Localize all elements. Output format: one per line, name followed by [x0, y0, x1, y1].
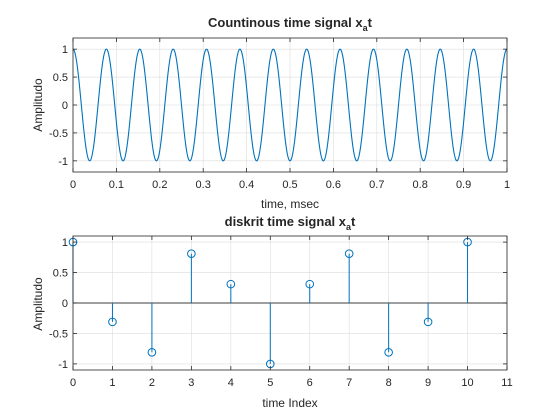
- continuous-xtick-label: 0.8: [413, 179, 428, 191]
- continuous-ytick-label: 1: [62, 44, 68, 56]
- discrete-plot-xlabel: time Index: [262, 396, 317, 410]
- discrete-plot-title-suffix: t: [351, 214, 356, 229]
- continuous-xtick-label: 0.3: [196, 179, 211, 191]
- discrete-plot-title: diskrit time signal xat: [225, 214, 356, 232]
- discrete-signal-plot: diskrit time signal xat time Index Ampli…: [31, 214, 513, 410]
- stem-marker: [344, 249, 354, 258]
- stem-marker: [187, 249, 196, 258]
- stem-marker: [423, 317, 433, 327]
- discrete-xtick-label: 9: [425, 377, 431, 389]
- discrete-xtick-label: 2: [149, 377, 155, 389]
- discrete-xtick-label: 11: [501, 377, 512, 389]
- discrete-xtick-label: 1: [109, 377, 115, 389]
- continuous-signal-plot: Countinous time signal xat time, msec Am…: [31, 15, 510, 211]
- continuous-xtick-label: 0.4: [239, 179, 254, 191]
- continuous-plot-ylabel: Amplitudo: [31, 78, 45, 132]
- discrete-xtick-label: 0: [70, 377, 76, 389]
- stem-marker: [226, 279, 236, 289]
- discrete-ytick-label: 1: [62, 237, 68, 249]
- continuous-xtick-label: 0.5: [282, 179, 297, 191]
- discrete-xtick-label: 6: [307, 377, 313, 389]
- stem-marker: [108, 317, 117, 327]
- discrete-xtick-label: 3: [188, 377, 194, 389]
- discrete-xtick-label: 4: [228, 377, 234, 389]
- continuous-xtick-label: 0.9: [456, 179, 471, 191]
- continuous-xtick-label: 0: [70, 179, 76, 191]
- continuous-ytick-label: 0: [62, 100, 68, 112]
- continuous-plot-xlabel: time, msec: [261, 197, 319, 211]
- discrete-ytick-label: 0.5: [53, 268, 68, 280]
- discrete-ytick-label: -0.5: [49, 328, 68, 340]
- continuous-ytick-label: 0.5: [53, 72, 68, 84]
- discrete-xtick-label: 8: [386, 377, 392, 389]
- continuous-xtick-label: 0.6: [326, 179, 341, 191]
- continuous-plot-title-subscript: a: [363, 23, 369, 33]
- continuous-plot-title-suffix: t: [368, 15, 373, 30]
- continuous-ytick-label: -0.5: [49, 128, 68, 140]
- discrete-ytick-label: 0: [62, 298, 68, 310]
- discrete-xtick-label: 10: [461, 377, 473, 389]
- stem-marker: [384, 348, 393, 357]
- continuous-xtick-label: 0.7: [369, 179, 384, 191]
- stem-marker: [305, 279, 315, 289]
- continuous-plot-title: Countinous time signal xat: [208, 15, 373, 33]
- discrete-plot-title-subscript: a: [346, 222, 352, 232]
- signal-line: [72, 48, 508, 162]
- discrete-plot-ylabel: Amplitudo: [31, 277, 45, 331]
- discrete-xtick-label: 5: [267, 377, 273, 389]
- continuous-ytick-label: -1: [58, 156, 68, 168]
- stem-marker: [147, 348, 157, 357]
- continuous-xtick-label: 0.2: [152, 179, 167, 191]
- discrete-ytick-label: -1: [58, 359, 68, 371]
- discrete-xtick-label: 7: [346, 377, 352, 389]
- continuous-xtick-label: 0.1: [109, 179, 124, 191]
- continuous-xtick-label: 1: [504, 179, 510, 191]
- continuous-plot-title-main: Countinous time signal x: [208, 15, 363, 30]
- discrete-plot-title-main: diskrit time signal x: [225, 214, 347, 229]
